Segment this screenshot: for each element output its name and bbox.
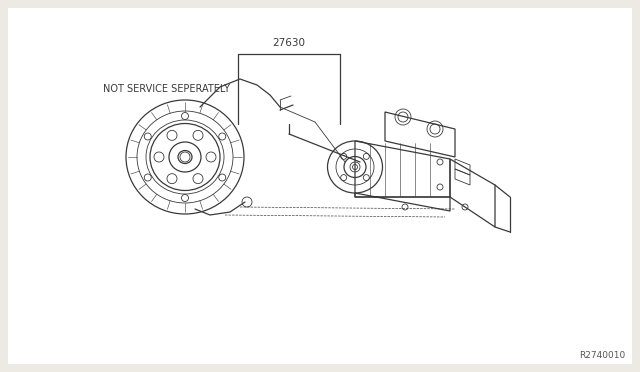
Text: R2740010: R2740010 [579,351,625,360]
Text: NOT SERVICE SEPERATELY: NOT SERVICE SEPERATELY [103,84,230,94]
FancyBboxPatch shape [8,8,632,364]
Text: 27630: 27630 [273,38,305,48]
